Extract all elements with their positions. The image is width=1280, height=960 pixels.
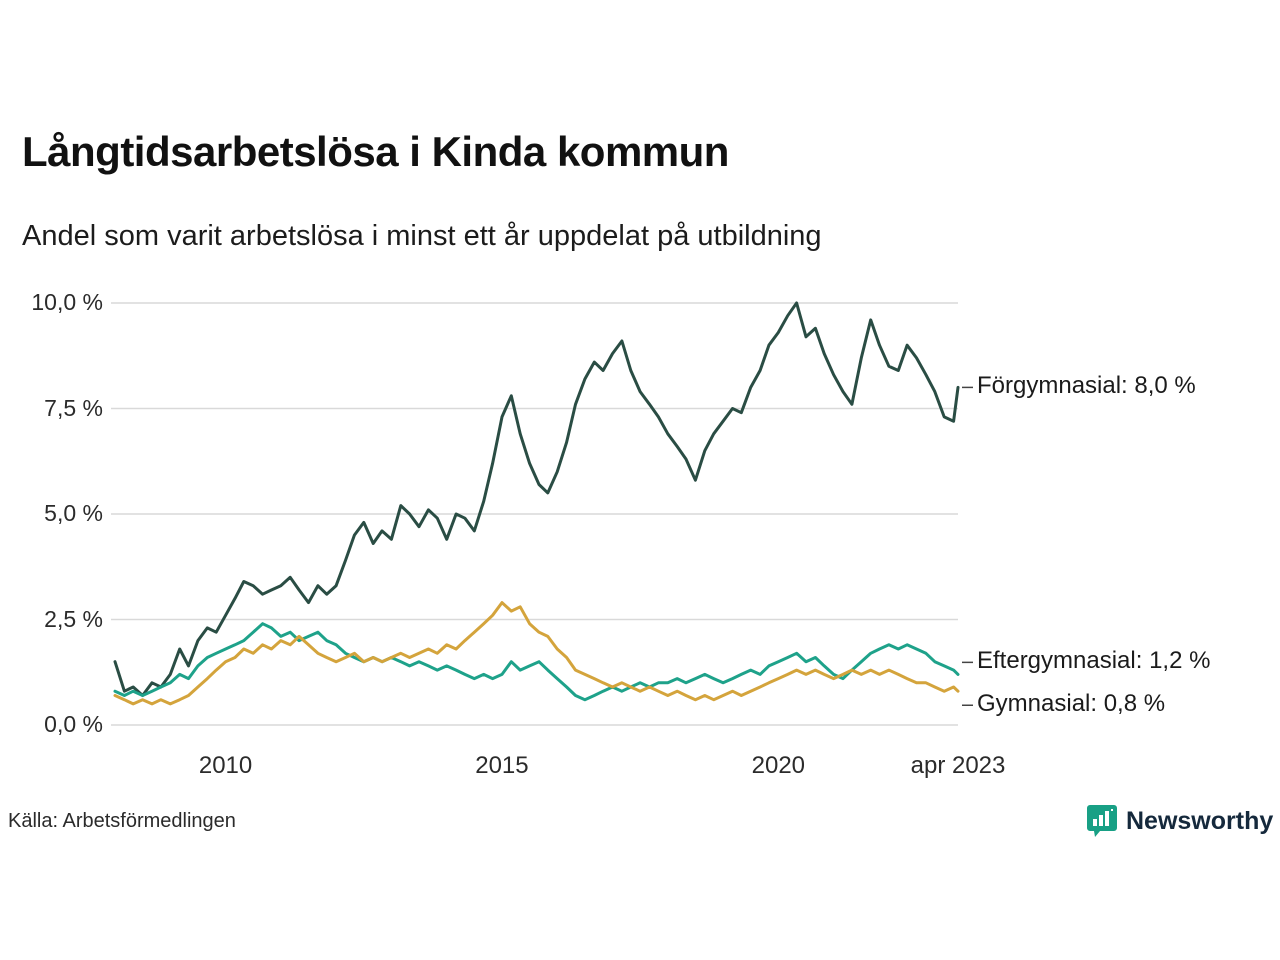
brand-wordmark: Newsworthy [1126, 806, 1274, 835]
series-line-eftergymnasial [113, 622, 960, 702]
x-tick-label: 2020 [751, 752, 806, 779]
y-tick-label: 5,0 % [44, 500, 103, 526]
source-note: Källa: Arbetsförmedlingen [8, 810, 236, 832]
brand-logo: Newsworthy [1086, 804, 1273, 838]
series-end-label-eftergymnasial: Eftergymnasial: 1,2 % [977, 647, 1211, 675]
x-tick-label: 2010 [198, 752, 253, 779]
newsworthy-logo-icon [1086, 804, 1118, 838]
y-tick-label: 7,5 % [44, 394, 103, 421]
y-tick-label: 0,0 % [44, 711, 103, 737]
chart-title: Långtidsarbetslösa i Kinda kommun [22, 128, 729, 175]
y-tick-label: 2,5 % [44, 605, 103, 632]
x-tick-label: 2015 [475, 752, 529, 779]
series-line-gymnasial [113, 601, 960, 706]
y-tick-label: 10,0 % [31, 289, 103, 315]
x-tick-label: apr 2023 [910, 752, 1006, 779]
series-end-label-gymnasial: Gymnasial: 0,8 % [977, 690, 1166, 718]
chart-subtitle: Andel som varit arbetslösa i minst ett å… [22, 220, 822, 252]
series-end-label-förgymnasial: Förgymnasial: 8,0 % [977, 372, 1196, 400]
series-line-förgymnasial [113, 301, 960, 697]
